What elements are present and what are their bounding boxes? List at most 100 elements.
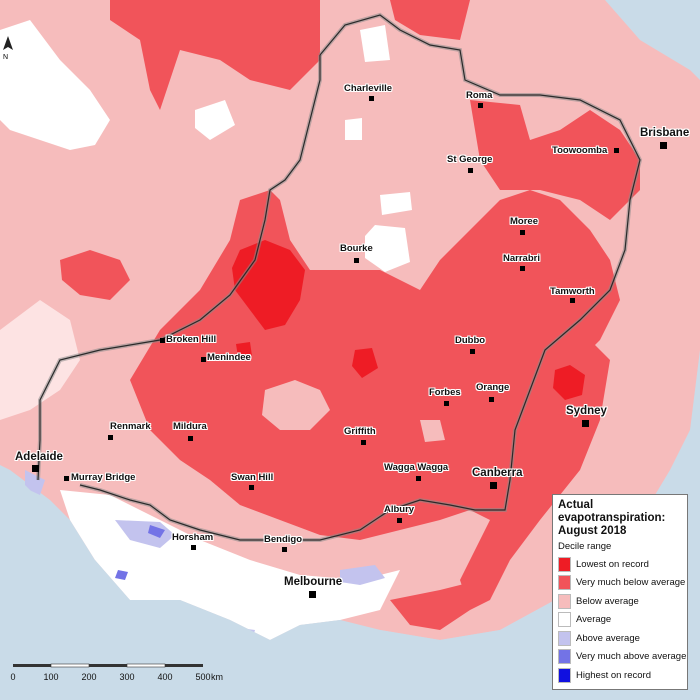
- town-marker: [354, 258, 359, 263]
- town-marker: [361, 440, 366, 445]
- town-marker: [64, 476, 69, 481]
- town-label: Swan Hill: [231, 472, 274, 483]
- town-marker: [160, 338, 165, 343]
- scale-tick-label: 0: [10, 672, 16, 682]
- town-label: St George: [447, 154, 493, 165]
- town-marker: [201, 357, 206, 362]
- very-much-below-southeast: [390, 580, 480, 630]
- average-spot: [365, 225, 410, 272]
- legend-item: Below average: [558, 592, 682, 611]
- town-marker: [444, 401, 449, 406]
- town-label: Orange: [476, 382, 510, 393]
- legend-label: Lowest on record: [576, 558, 649, 570]
- legend-items: Lowest on record Very much below average B…: [558, 555, 686, 685]
- town-label: Toowoomba: [552, 145, 608, 156]
- scale-bar: 0 100 200 300 400 500 km: [10, 660, 230, 690]
- legend-subtitle: Decile range: [558, 541, 612, 552]
- town-marker: [191, 545, 196, 550]
- town-marker: [614, 148, 619, 153]
- scale-tick-label: 500: [195, 672, 211, 682]
- town-marker: [520, 266, 525, 271]
- town-marker: [108, 435, 113, 440]
- town-label: Narrabri: [503, 253, 540, 264]
- town-label: Broken Hill: [166, 334, 217, 345]
- town-label: Griffith: [344, 426, 376, 437]
- very-much-below-east: [460, 330, 610, 610]
- town-marker: [660, 142, 667, 149]
- town-marker: [188, 436, 193, 441]
- lowest-on-record: [352, 348, 378, 378]
- legend-label: Average: [576, 614, 612, 626]
- legend-item: Very much above average: [558, 648, 686, 667]
- legend-item: Lowest on record: [558, 555, 682, 574]
- town-label: Adelaide: [15, 451, 63, 463]
- above-average-patch: [340, 565, 385, 585]
- town-label: Dubbo: [455, 335, 486, 346]
- very-much-below-north2: [390, 0, 470, 40]
- legend-item: Highest on record: [558, 666, 682, 685]
- legend-swatch: [558, 649, 571, 665]
- town-label: Sydney: [566, 405, 607, 417]
- legend-label: Highest on record: [576, 669, 651, 681]
- legend-label: Below average: [576, 595, 639, 607]
- town-label: Horsham: [172, 532, 214, 543]
- legend-item: Above average: [558, 629, 682, 648]
- very-much-below-north: [110, 0, 320, 110]
- scale-unit: km: [211, 672, 223, 682]
- town-label: Melbourne: [284, 576, 343, 588]
- town-label: Wagga Wagga: [384, 462, 449, 473]
- above-average-patch: [25, 470, 45, 495]
- very-much-below-northeast: [470, 100, 640, 220]
- town-marker: [369, 96, 374, 101]
- below-average-hole: [262, 380, 330, 430]
- legend-swatch: [558, 575, 571, 591]
- legend-label: Very much below average: [576, 577, 686, 589]
- town-label: Brisbane: [640, 127, 690, 139]
- north-label: N: [3, 54, 9, 61]
- legend-label: Above average: [576, 632, 640, 644]
- town-label: Charleville: [344, 83, 393, 94]
- legend-swatch: [558, 667, 571, 683]
- legend-item: Very much below average: [558, 574, 686, 593]
- town-label: Tamworth: [550, 286, 595, 297]
- legend-swatch: [558, 593, 571, 609]
- average-spot: [360, 25, 390, 62]
- town-marker: [309, 591, 316, 598]
- lowest-on-record: [232, 240, 305, 330]
- town-marker: [468, 168, 473, 173]
- scale-bar-graphic: [13, 663, 203, 668]
- scale-tick-label: 200: [81, 672, 97, 682]
- legend-swatch: [558, 630, 571, 646]
- average-region-southwest: [0, 300, 80, 420]
- town-marker: [249, 485, 254, 490]
- average-spot: [380, 192, 412, 215]
- town-marker: [489, 397, 494, 402]
- legend-swatch: [558, 556, 571, 572]
- above-average-patch: [115, 520, 175, 548]
- town-label: Canberra: [472, 467, 523, 479]
- lowest-on-record: [553, 365, 585, 400]
- town-label: Roma: [466, 90, 493, 101]
- scale-tick-label: 400: [157, 672, 173, 682]
- town-marker: [32, 465, 39, 472]
- legend-title: Actual evapotranspiration: August 2018: [558, 499, 666, 537]
- town-label: Renmark: [110, 421, 151, 432]
- town-marker: [582, 420, 589, 427]
- very-much-above-patch: [148, 525, 165, 538]
- town-label: Albury: [384, 504, 415, 515]
- town-marker: [397, 518, 402, 523]
- lowest-on-record: [236, 342, 252, 357]
- town-marker: [478, 103, 483, 108]
- average-spot: [345, 118, 362, 140]
- town-marker: [490, 482, 497, 489]
- legend-swatch: [558, 612, 571, 628]
- legend-label: Very much above average: [576, 651, 687, 663]
- scale-labels: 0 100 200 300 400 500 km: [10, 672, 230, 686]
- gulf-water: [0, 470, 35, 570]
- town-marker: [520, 230, 525, 235]
- town-marker: [570, 298, 575, 303]
- scale-tick-label: 300: [119, 672, 135, 682]
- state-border: [79, 14, 641, 541]
- scale-tick-label: 100: [43, 672, 59, 682]
